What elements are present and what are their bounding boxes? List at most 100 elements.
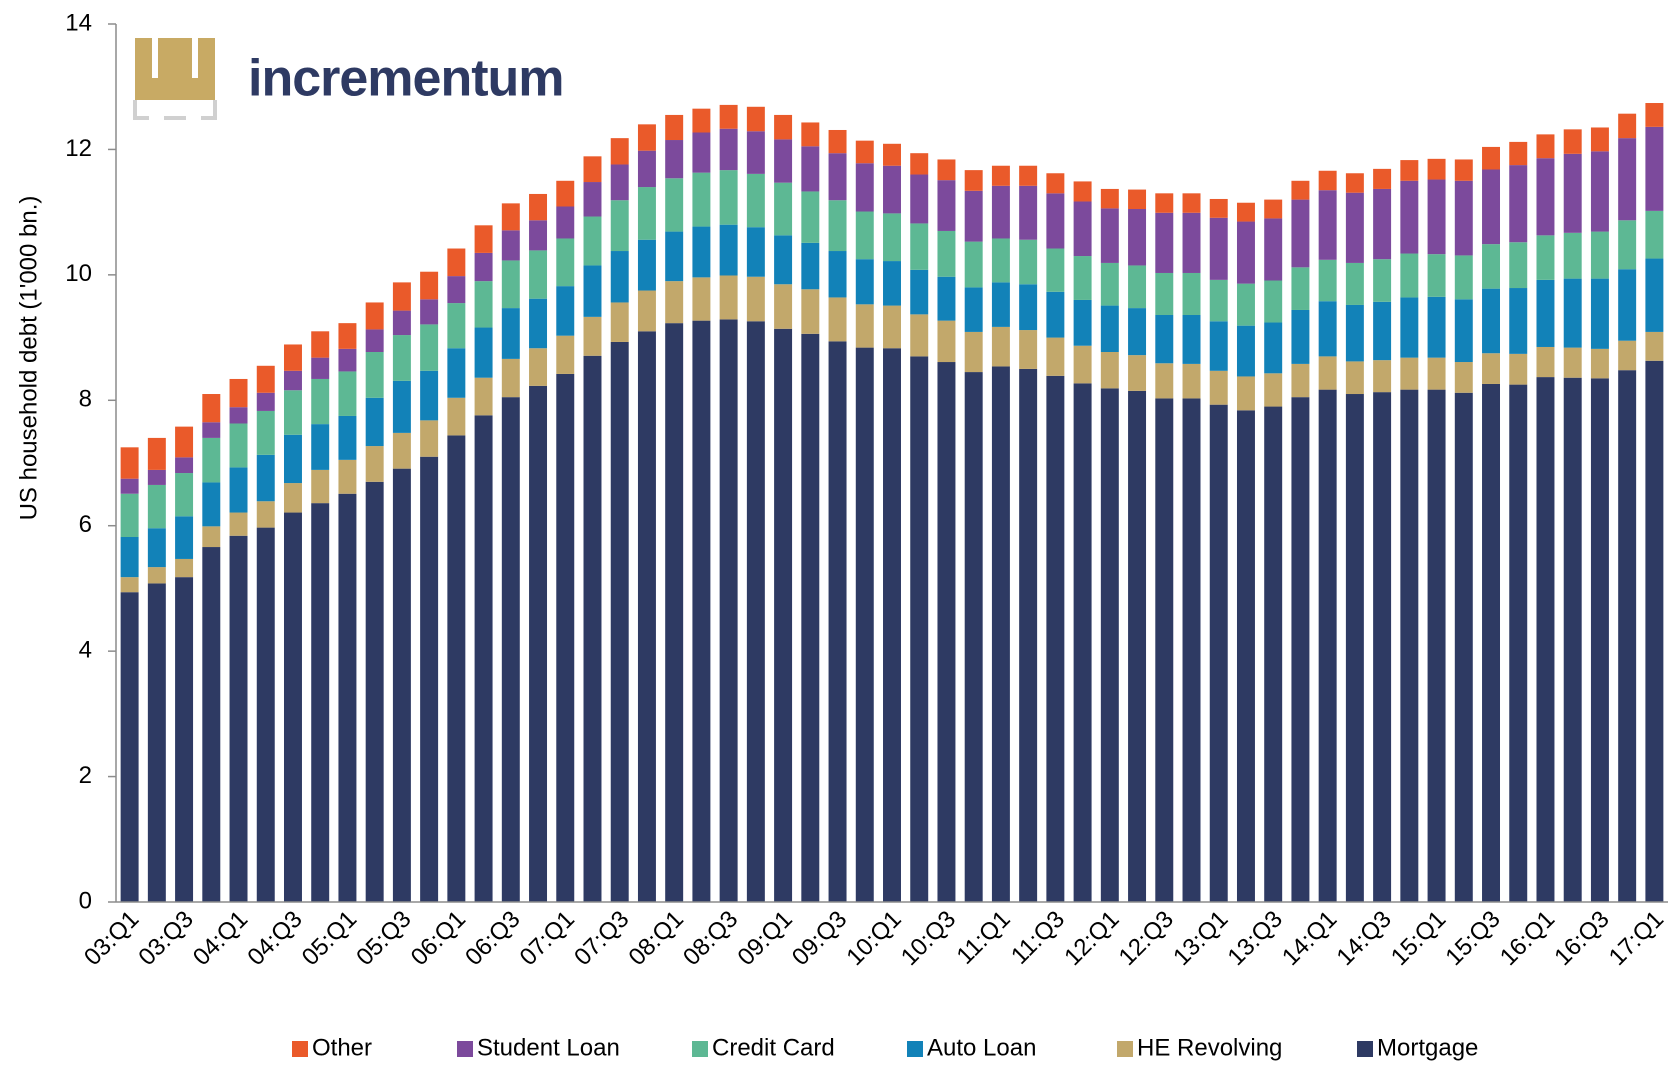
x-tick-label: 06:Q1 [406, 906, 471, 971]
bar-segment [1264, 280, 1283, 323]
bar-segment [365, 397, 384, 447]
bar-segment [883, 305, 901, 349]
bar-segment [256, 454, 275, 502]
legend-label: Credit Card [712, 1034, 835, 1061]
bar-segment [1373, 360, 1392, 393]
bar-segment [910, 314, 929, 357]
bar-segment [1645, 258, 1664, 332]
bar-segment [120, 537, 139, 578]
bar-segment [991, 366, 1010, 902]
bar-segment [828, 200, 847, 252]
bar-segment [147, 437, 166, 470]
bar-segment [447, 248, 466, 277]
bar-segment [1209, 198, 1228, 218]
bar-segment [202, 526, 221, 548]
x-tick-label: 07:Q3 [569, 906, 634, 971]
x-tick-label: 07:Q1 [515, 906, 580, 971]
bar-segment [1454, 159, 1473, 181]
bar-segment [1128, 265, 1147, 309]
bar-segment [229, 407, 248, 424]
bar-segment [964, 372, 983, 902]
bar-segment [1590, 348, 1609, 379]
bar-segment [774, 235, 793, 285]
bar-segment [1291, 363, 1310, 398]
bar-segment [1019, 239, 1038, 285]
bar-segment [1400, 389, 1419, 903]
bar-segment [1073, 256, 1092, 300]
bar-segment [1318, 170, 1337, 191]
bar-segment [1618, 113, 1637, 139]
bar-segment [1291, 267, 1310, 310]
x-tick-label: 04:Q1 [188, 906, 253, 971]
bar-segment [229, 378, 248, 408]
bar-segment [801, 242, 820, 290]
bar-segment [991, 326, 1010, 367]
bar-segment [637, 290, 656, 332]
bar-segment [1100, 351, 1119, 389]
bar-segment [1100, 388, 1119, 902]
bar-segment [1318, 301, 1337, 357]
bar-segment [937, 180, 956, 231]
bar-segment [1563, 377, 1582, 902]
bar-segment [1128, 355, 1147, 391]
bar-segment [910, 223, 929, 270]
bar-segment [1563, 153, 1582, 233]
bar-segment [283, 483, 302, 513]
bar-segment [1046, 193, 1065, 249]
bar-segment [1264, 199, 1283, 219]
bar-segment [1563, 129, 1582, 154]
bar-segment [1100, 262, 1119, 306]
bar-segment [1019, 165, 1038, 186]
bar-segment [964, 331, 983, 373]
bar-segment [283, 434, 302, 484]
legend-label: Student Loan [477, 1034, 620, 1061]
y-tick-label: 4 [79, 636, 92, 663]
bar-segment [910, 153, 929, 175]
bar-segment [392, 282, 411, 311]
bar-segment [175, 558, 194, 578]
bar-segment [1563, 347, 1582, 378]
bar-segment [1373, 188, 1392, 260]
bar-segment [1400, 253, 1419, 298]
bar-segment [474, 377, 493, 416]
x-tick-label: 10:Q3 [896, 906, 961, 971]
bar-segment [202, 547, 221, 902]
bar-segment [1128, 390, 1147, 902]
bar-segment [665, 178, 684, 232]
bar-segment [1291, 180, 1310, 200]
bar-segment [202, 422, 221, 438]
legend-swatch [1357, 1041, 1373, 1057]
bar-segment [447, 348, 466, 398]
bar-segment [1019, 368, 1038, 902]
bar-segment [229, 512, 248, 536]
bar-segment [774, 284, 793, 329]
bar-segment [991, 282, 1010, 327]
bar-segment [883, 213, 901, 262]
bar-segment [637, 150, 656, 188]
bar-segment [801, 122, 820, 147]
bar-segment [1482, 353, 1501, 384]
bar-segment [1264, 373, 1283, 407]
bar-segment [1236, 376, 1255, 411]
bar-segment [229, 423, 248, 468]
bar-segment [719, 170, 738, 225]
bar-segment [1236, 202, 1255, 222]
bar-segment [774, 114, 793, 140]
bar-segment [991, 165, 1010, 186]
bar-segment [420, 324, 439, 371]
bar-segment [1182, 363, 1201, 399]
bar-segment [855, 163, 874, 212]
bar-segment [1345, 262, 1364, 305]
bar-segment [828, 153, 847, 201]
bar-segment [1046, 375, 1065, 902]
bar-segment [1291, 397, 1310, 902]
bar-segment [1400, 357, 1419, 390]
bar-segment [1400, 180, 1419, 254]
bar-segment [719, 128, 738, 171]
bar-segment [774, 139, 793, 183]
y-tick-label: 0 [79, 887, 92, 914]
bar-segment [447, 276, 466, 304]
bar-segment [910, 356, 929, 902]
bar-segment [1046, 337, 1065, 376]
bar-segment [529, 298, 548, 349]
